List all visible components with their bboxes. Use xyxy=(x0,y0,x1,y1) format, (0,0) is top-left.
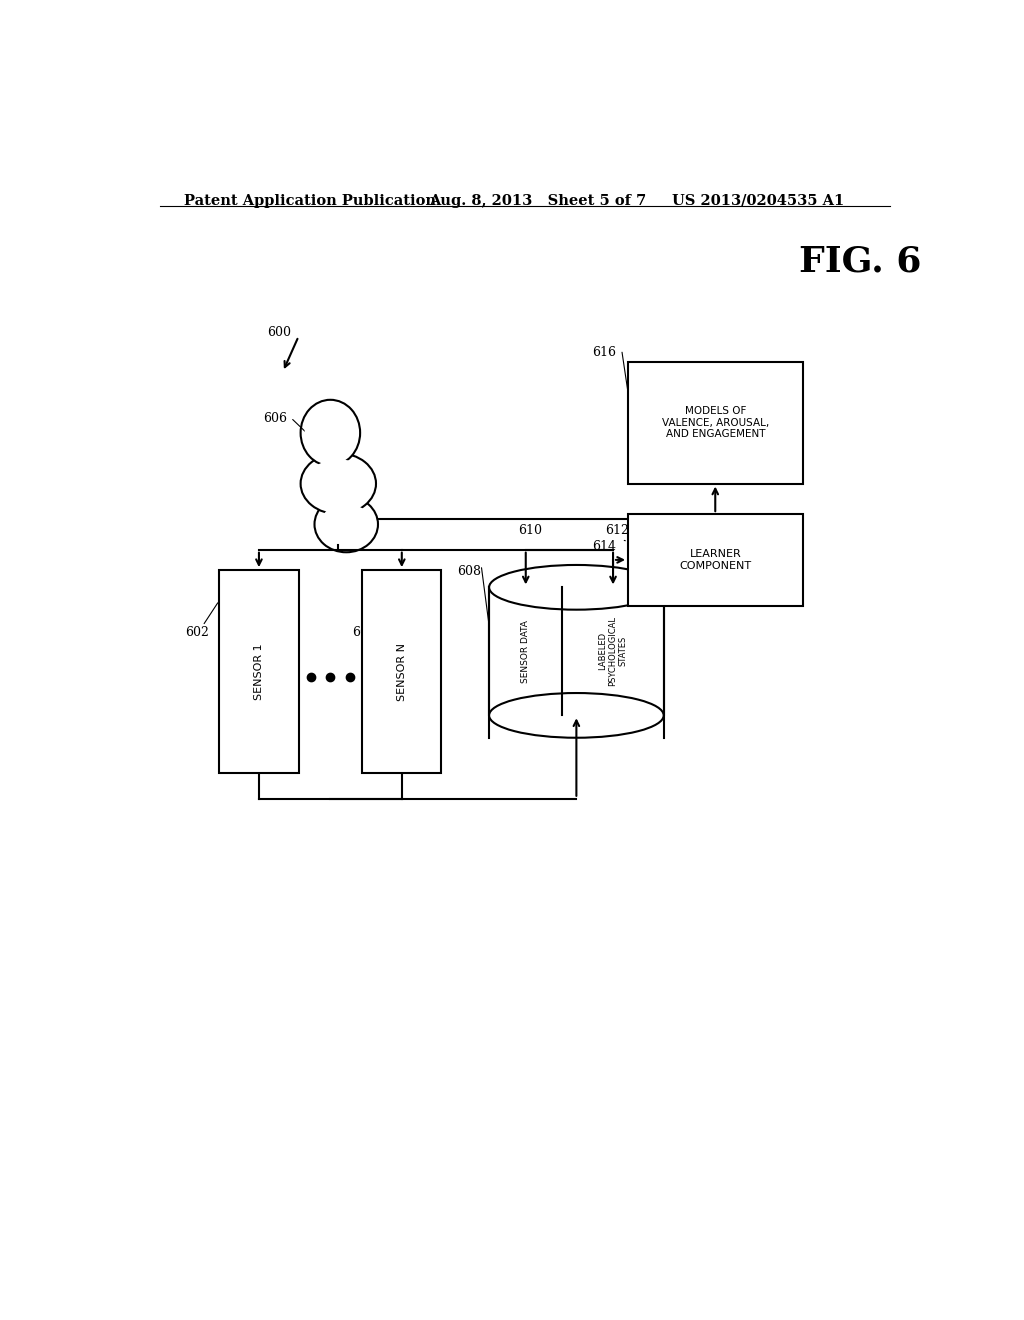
Text: SENSOR 1: SENSOR 1 xyxy=(254,643,264,700)
Text: SENSOR N: SENSOR N xyxy=(396,643,407,701)
Text: LEARNER
COMPONENT: LEARNER COMPONENT xyxy=(679,549,752,570)
Ellipse shape xyxy=(321,504,373,545)
Text: FIG. 6: FIG. 6 xyxy=(799,244,922,279)
Ellipse shape xyxy=(489,693,664,738)
Text: Patent Application Publication: Patent Application Publication xyxy=(183,194,435,209)
Bar xyxy=(628,513,803,606)
Ellipse shape xyxy=(306,459,371,508)
Text: 602: 602 xyxy=(185,626,209,639)
Bar xyxy=(489,587,664,715)
Ellipse shape xyxy=(301,453,376,515)
Text: 616: 616 xyxy=(592,346,616,359)
Bar xyxy=(628,362,803,483)
Text: US 2013/0204535 A1: US 2013/0204535 A1 xyxy=(672,194,844,209)
Text: 608: 608 xyxy=(458,565,481,578)
Text: Aug. 8, 2013   Sheet 5 of 7: Aug. 8, 2013 Sheet 5 of 7 xyxy=(430,194,647,209)
Ellipse shape xyxy=(301,400,360,466)
Text: LABELED
PSYCHOLOGICAL
STATES: LABELED PSYCHOLOGICAL STATES xyxy=(598,616,628,686)
Text: 610: 610 xyxy=(518,524,542,537)
Ellipse shape xyxy=(489,565,664,610)
Ellipse shape xyxy=(314,496,378,552)
Ellipse shape xyxy=(304,405,356,461)
Bar xyxy=(219,570,299,774)
Text: MODELS OF
VALENCE, AROUSAL,
AND ENGAGEMENT: MODELS OF VALENCE, AROUSAL, AND ENGAGEME… xyxy=(662,407,769,440)
Text: SENSOR DATA: SENSOR DATA xyxy=(521,620,530,682)
Text: 614: 614 xyxy=(592,540,616,553)
Text: 612: 612 xyxy=(605,524,629,537)
Text: 600: 600 xyxy=(267,326,291,339)
Text: 604: 604 xyxy=(352,626,377,639)
Text: 606: 606 xyxy=(263,412,287,425)
Bar xyxy=(362,570,441,774)
